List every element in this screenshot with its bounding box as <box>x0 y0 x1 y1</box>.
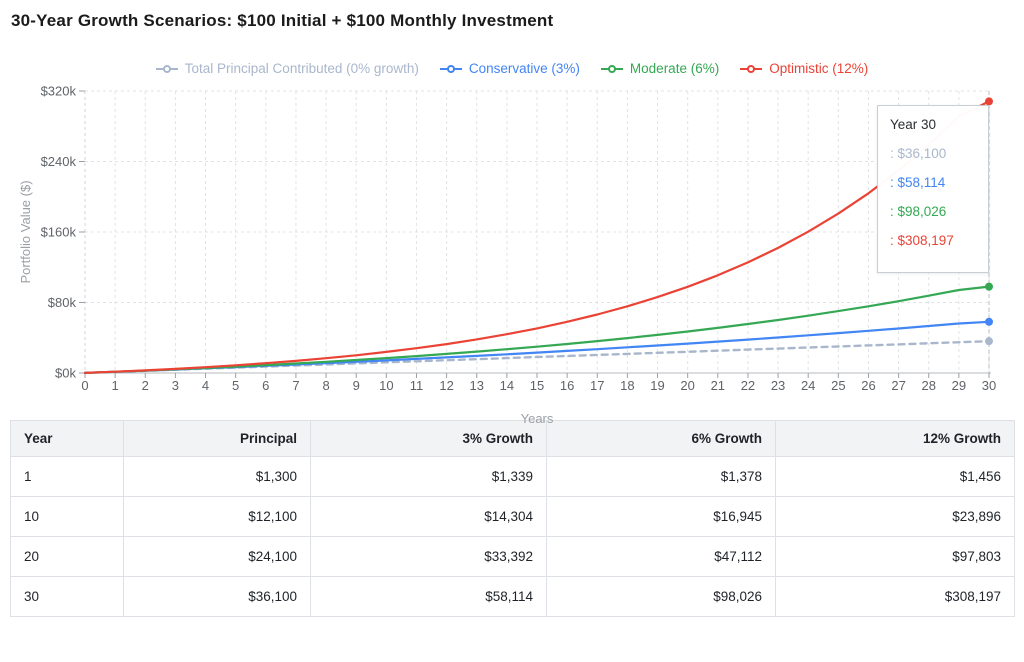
svg-text:23: 23 <box>771 378 785 393</box>
table-header-3pct: 3% Growth <box>310 420 547 457</box>
svg-text:1: 1 <box>112 378 119 393</box>
table-cell: 10 <box>10 496 124 537</box>
svg-text:25: 25 <box>831 378 845 393</box>
svg-text:7: 7 <box>292 378 299 393</box>
table-cell: 20 <box>10 536 124 577</box>
table-header-year: Year <box>10 420 124 457</box>
svg-text:3: 3 <box>172 378 179 393</box>
legend-label: Optimistic (12%) <box>769 61 869 76</box>
table-cell: $12,100 <box>123 496 311 537</box>
chart-legend: Total Principal Contributed (0% growth) … <box>0 61 1024 76</box>
svg-text:20: 20 <box>680 378 694 393</box>
table-header-6pct: 6% Growth <box>546 420 776 457</box>
svg-text:24: 24 <box>801 378 815 393</box>
tooltip-value-optimistic: : $308,197 <box>890 233 954 248</box>
svg-text:28: 28 <box>921 378 935 393</box>
table-cell: $36,100 <box>123 576 311 617</box>
table-row: 20 $24,100 $33,392 $47,112 $97,803 <box>10 536 1015 577</box>
table-cell: $24,100 <box>123 536 311 577</box>
table-cell: $58,114 <box>310 576 547 617</box>
table-cell: $1,339 <box>310 456 547 497</box>
page-title: 30-Year Growth Scenarios: $100 Initial +… <box>11 11 554 30</box>
table-cell: $1,378 <box>546 456 776 497</box>
legend-item-principal[interactable]: Total Principal Contributed (0% growth) <box>155 61 419 76</box>
svg-text:18: 18 <box>620 378 634 393</box>
svg-text:$80k: $80k <box>48 295 77 310</box>
table-header-12pct: 12% Growth <box>775 420 1015 457</box>
tooltip-value-moderate: : $98,026 <box>890 204 947 219</box>
svg-text:$160k: $160k <box>41 225 77 240</box>
svg-text:15: 15 <box>530 378 544 393</box>
svg-text:$320k: $320k <box>41 84 77 99</box>
tooltip-value-principal: : $36,100 <box>890 146 947 161</box>
line-marker-icon <box>155 64 178 73</box>
table-cell: $16,945 <box>546 496 776 537</box>
svg-text:6: 6 <box>262 378 269 393</box>
svg-text:12: 12 <box>439 378 453 393</box>
growth-table: Year Principal 3% Growth 6% Growth 12% G… <box>10 420 1015 617</box>
legend-item-conservative[interactable]: Conservative (3%) <box>439 61 580 76</box>
svg-text:22: 22 <box>741 378 755 393</box>
svg-text:5: 5 <box>232 378 239 393</box>
table-header-row: Year Principal 3% Growth 6% Growth 12% G… <box>10 420 1015 457</box>
svg-text:14: 14 <box>500 378 514 393</box>
svg-text:$0k: $0k <box>55 366 76 381</box>
svg-text:26: 26 <box>861 378 875 393</box>
svg-text:29: 29 <box>952 378 966 393</box>
legend-label: Total Principal Contributed (0% growth) <box>184 61 419 76</box>
chart-tooltip: Year 30 : $36,100 : $58,114 : $98,026 : … <box>877 105 989 273</box>
table-cell: $1,300 <box>123 456 311 497</box>
svg-text:11: 11 <box>410 378 424 393</box>
table-cell: $1,456 <box>775 456 1015 497</box>
table-cell: $98,026 <box>546 576 776 617</box>
svg-text:21: 21 <box>711 378 725 393</box>
line-marker-icon <box>439 64 462 73</box>
table-cell: $23,896 <box>775 496 1015 537</box>
legend-item-optimistic[interactable]: Optimistic (12%) <box>740 61 868 76</box>
tooltip-value-conservative: : $58,114 <box>890 175 946 190</box>
tooltip-title: Year 30 <box>890 117 937 132</box>
table-cell: $14,304 <box>310 496 547 537</box>
legend-item-moderate[interactable]: Moderate (6%) <box>600 61 720 76</box>
table-cell: 30 <box>10 576 124 617</box>
svg-text:17: 17 <box>590 378 604 393</box>
svg-text:16: 16 <box>560 378 574 393</box>
table-header-principal: Principal <box>123 420 311 457</box>
svg-text:2: 2 <box>142 378 149 393</box>
table-cell: $47,112 <box>546 536 776 577</box>
table-cell: $33,392 <box>310 536 547 577</box>
svg-text:9: 9 <box>353 378 360 393</box>
svg-text:27: 27 <box>891 378 905 393</box>
table-cell: $308,197 <box>775 576 1015 617</box>
svg-text:13: 13 <box>469 378 483 393</box>
svg-text:30: 30 <box>982 378 996 393</box>
svg-text:$240k: $240k <box>41 154 77 169</box>
svg-text:0: 0 <box>81 378 88 393</box>
svg-text:10: 10 <box>379 378 393 393</box>
svg-text:4: 4 <box>202 378 209 393</box>
legend-label: Moderate (6%) <box>629 61 720 76</box>
legend-label: Conservative (3%) <box>468 61 580 76</box>
table-cell: 1 <box>10 456 124 497</box>
table-row: 30 $36,100 $58,114 $98,026 $308,197 <box>10 576 1015 617</box>
line-marker-icon <box>740 64 763 73</box>
table-row: 10 $12,100 $14,304 $16,945 $23,896 <box>10 496 1015 537</box>
table-row: 1 $1,300 $1,339 $1,378 $1,456 <box>10 456 1015 497</box>
svg-text:19: 19 <box>650 378 664 393</box>
svg-text:8: 8 <box>322 378 329 393</box>
svg-text:Portfolio Value ($): Portfolio Value ($) <box>18 180 33 283</box>
table-cell: $97,803 <box>775 536 1015 577</box>
line-marker-icon <box>600 64 623 73</box>
